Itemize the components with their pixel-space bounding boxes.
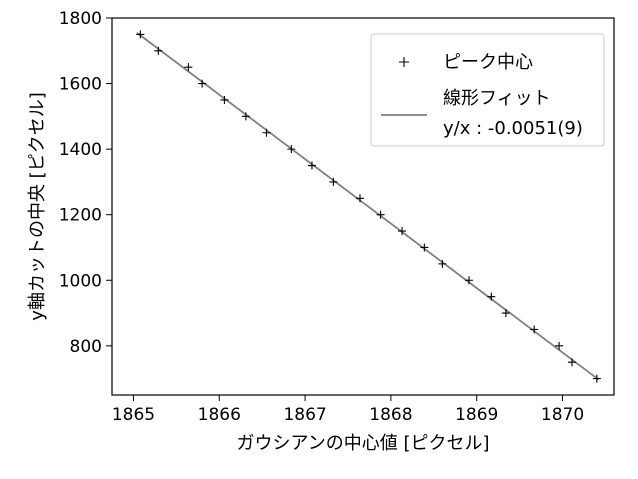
y-tick-label-5: 1800 <box>59 9 102 29</box>
x-tick-label-1: 1866 <box>198 405 241 425</box>
legend-label-fit-slope: y/x : -0.0051(9) <box>443 118 583 139</box>
data-point-11 <box>376 210 385 219</box>
x-tick-label-2: 1867 <box>283 405 326 425</box>
x-tick-label-3: 1868 <box>369 405 412 425</box>
data-point-9 <box>329 177 338 186</box>
data-point-5 <box>241 112 250 121</box>
data-point-7 <box>287 145 296 154</box>
data-point-14 <box>438 259 447 268</box>
legend-label-peak-center: ピーク中心 <box>443 52 533 73</box>
x-axis-label: ガウシアンの中心値 [ピクセル] <box>236 433 489 454</box>
x-tick-label-4: 1869 <box>455 405 498 425</box>
fit-line <box>136 32 600 381</box>
data-point-20 <box>567 358 576 367</box>
plot-frame <box>111 17 615 396</box>
legend: ピーク中心 線形フィット y/x : -0.0051(9) <box>370 33 605 147</box>
axes: 1865 1866 1867 1868 1869 1870 800 1000 1200 1400 1… <box>59 9 584 425</box>
legend-plus-marker <box>399 57 409 67</box>
data-point-1 <box>154 46 163 55</box>
data-point-0 <box>136 30 145 39</box>
data-point-10 <box>355 194 364 203</box>
legend-label-linear-fit: 線形フィット <box>443 88 551 109</box>
y-tick-label-4: 1600 <box>59 75 102 95</box>
data-point-2 <box>184 63 193 72</box>
data-point-21 <box>592 374 601 383</box>
data-point-16 <box>487 292 496 301</box>
legend-box <box>370 33 605 147</box>
data-point-6 <box>262 128 271 137</box>
data-point-19 <box>555 341 564 350</box>
data-point-8 <box>307 161 316 170</box>
data-point-17 <box>501 309 510 318</box>
legend-marker-peak-center <box>399 57 409 67</box>
data-point-3 <box>198 79 207 88</box>
data-point-15 <box>464 276 473 285</box>
plot-marks <box>136 30 601 383</box>
data-point-4 <box>220 95 229 104</box>
y-tick-label-2: 1200 <box>59 206 102 226</box>
data-point-18 <box>530 325 539 334</box>
y-tick-label-1: 1000 <box>59 271 102 291</box>
x-tick-label-0: 1865 <box>112 405 155 425</box>
data-point-12 <box>398 227 407 236</box>
y-axis-label: y軸カットの中央 [ピクセル] <box>27 92 48 320</box>
data-point-13 <box>420 243 429 252</box>
y-tick-label-0: 800 <box>70 337 102 357</box>
y-tick-label-3: 1400 <box>59 140 102 160</box>
x-tick-label-5: 1870 <box>541 405 584 425</box>
